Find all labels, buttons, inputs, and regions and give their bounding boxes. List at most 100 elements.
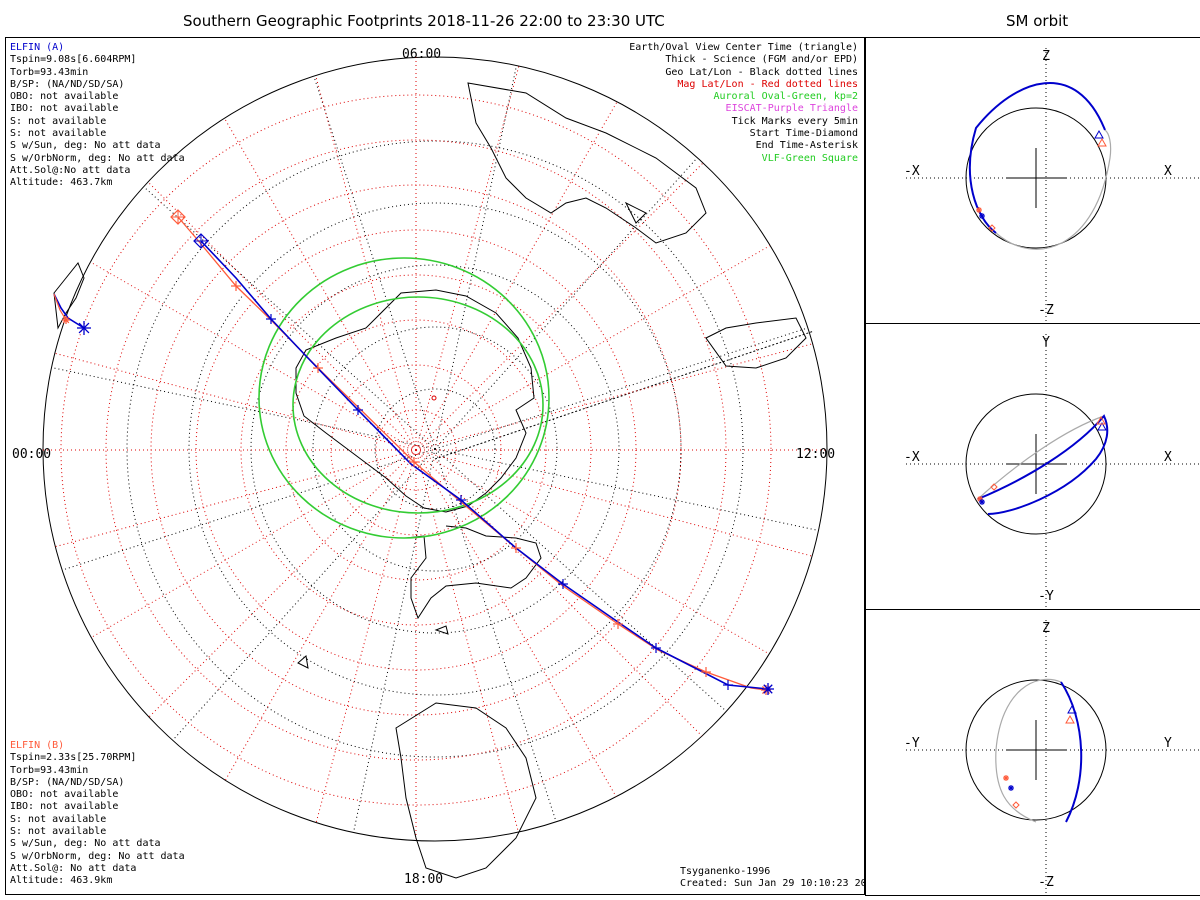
legend-entry: Tick Marks every 5min <box>731 115 858 127</box>
geo-longitude-line <box>434 448 819 531</box>
mag-longitude-line <box>124 449 417 742</box>
sm-panel-yz: Z -Z -Y Y <box>865 609 1200 896</box>
elfin-a-line: S w/OrbNorm, deg: No att data <box>10 152 185 164</box>
elfin-b-line: Altitude: 463.9km <box>10 875 113 887</box>
elfin-b-line: S: not available <box>10 813 107 825</box>
credit-text: Tsyganenko-1996 Created: Sun Jan 29 10:1… <box>680 866 879 890</box>
mag-longitude-line <box>124 158 417 451</box>
elfin-a-info: ELFIN (A) Tspin=9.08s[6.604RPM] Torb=93.43… <box>10 42 185 190</box>
coastline <box>624 201 647 224</box>
sm-axis-label-bottom: -Z <box>1038 875 1054 890</box>
mag-pole-marker <box>431 395 437 401</box>
elfin-b-line: Tspin=2.33s[25.70RPM] <box>10 752 137 764</box>
mag-longitude-line <box>59 243 417 451</box>
elfin-a-line: Altitude: 463.7km <box>10 177 113 189</box>
mag-longitude-line <box>209 93 417 451</box>
legend-entry: Geo Lat/Lon - Black dotted lines <box>665 66 858 78</box>
geo-latitude-line <box>188 202 682 696</box>
map-legend: Earth/Oval View Center Time (triangle) Th… <box>629 42 858 165</box>
elfin-b-track-segment <box>53 293 67 321</box>
geo-latitude-line <box>374 388 496 510</box>
sm-orbit-yz: Z -Z -Y Y <box>904 620 1200 895</box>
start-diamond <box>1012 801 1020 809</box>
mlt-label-left: 00:00 <box>12 447 52 462</box>
polar-map <box>42 56 828 879</box>
elfin-a-line: S: not available <box>10 128 107 140</box>
sm-orbit-title: SM orbit <box>1006 12 1069 30</box>
sm-orbit-plot <box>906 620 1200 895</box>
elfin-b-line: S w/OrbNorm, deg: No att data <box>10 850 185 862</box>
geo-longitude-line <box>313 76 436 450</box>
elfin-a-asterisk <box>1008 785 1014 791</box>
sm-panel-xy: Y -Y -X X <box>865 323 1200 610</box>
sm-axis-label-left: -X <box>904 450 920 465</box>
sm-axis-label-right: Y <box>1164 736 1172 751</box>
elfin-b-info: ELFIN (B) Tspin=2.33s[25.70RPM] Torb=93.43… <box>10 740 185 888</box>
mlt-label-bottom: 18:00 <box>404 872 444 887</box>
elfin-a-triangle <box>1097 421 1107 431</box>
mag-longitude-line <box>308 57 417 451</box>
mag-longitude-line <box>415 449 524 841</box>
geo-longitude-line <box>434 327 808 450</box>
geo-longitude-line <box>353 448 436 833</box>
polar-map-panel: ELFIN (A) Tspin=9.08s[6.604RPM] Torb=93.43… <box>5 37 865 895</box>
created-label: Created: Sun Jan 29 10:10:23 2023 <box>680 878 879 889</box>
legend-entry: Start Time-Diamond <box>749 128 858 140</box>
legend-entry: Thick - Science (FGM and/or EPD) <box>665 54 858 66</box>
start-diamond <box>988 224 996 232</box>
coastline <box>53 262 85 330</box>
mag-latitude-line <box>105 139 727 761</box>
mag-longitude-line <box>415 243 773 451</box>
coastline <box>705 317 807 369</box>
elfin-b-asterisk <box>976 207 982 213</box>
elfin-b-line: ELFIN (B) <box>10 740 65 751</box>
elfin-a-line: IBO: not available <box>10 103 119 115</box>
elfin-a-orbit <box>968 82 1106 234</box>
legend-entry: VLF-Green Square <box>761 152 858 164</box>
mag-longitude-line <box>415 449 708 742</box>
elfin-a-asterisk <box>979 213 985 219</box>
orbit-other-arc <box>995 129 1112 250</box>
sm-axis-label-top: Z <box>1042 49 1050 64</box>
elfin-a-end-asterisk <box>763 684 773 694</box>
legend-entry: EISCAT-Purple Triangle <box>725 103 858 115</box>
elfin-a-line: S: not available <box>10 115 107 127</box>
sm-axis-label-left: -Y <box>904 736 920 751</box>
elfin-a-track-segment <box>53 293 85 329</box>
coastline <box>434 625 449 635</box>
legend-entry: Mag Lat/Lon - Red dotted lines <box>677 78 858 90</box>
mag-longitude-line <box>43 449 417 558</box>
mag-longitude-line <box>415 57 524 451</box>
mag-longitude-line <box>415 93 623 451</box>
mag-longitude-line <box>308 449 417 841</box>
elfin-b-line: B/SP: (NA/ND/SD/SA) <box>10 776 125 788</box>
elfin-a-line: B/SP: (NA/ND/SD/SA) <box>10 78 125 90</box>
elfin-b-end-asterisk <box>62 316 70 324</box>
mag-longitude-line <box>415 449 773 657</box>
sm-panel-xz: Z -Z -X X <box>865 37 1200 324</box>
legend-entry: End Time-Asterisk <box>755 140 858 152</box>
mag-latitude-line <box>285 319 547 581</box>
mag-latitude-line <box>60 94 772 806</box>
sm-orbit-plot <box>906 48 1200 323</box>
start-diamond <box>990 483 998 491</box>
auroral-oval-outer <box>258 257 550 539</box>
mag-longitude-line <box>415 342 814 451</box>
mlt-label-top: 06:00 <box>402 47 442 62</box>
sm-axis-label-right: X <box>1164 450 1172 465</box>
elfin-a-line: ELFIN (A) <box>10 42 65 53</box>
elfin-b-line: S: not available <box>10 826 107 838</box>
legend-entry: Earth/Oval View Center Time (triangle) <box>629 42 858 53</box>
elfin-b-line: OBO: not available <box>10 789 119 801</box>
orbit-other-arc <box>995 678 1062 823</box>
geo-longitude-line <box>434 448 557 822</box>
geo-latitude-line <box>312 326 558 572</box>
coastline <box>467 82 707 244</box>
elfin-a-line: Tspin=9.08s[6.604RPM] <box>10 54 137 66</box>
elfin-a-triangle <box>1067 704 1077 714</box>
view-center-line <box>434 330 815 460</box>
geo-longitude-line <box>51 367 436 450</box>
mag-longitude-line <box>43 342 417 451</box>
elfin-b-line: IBO: not available <box>10 801 119 813</box>
geo-longitude-line <box>62 448 436 571</box>
